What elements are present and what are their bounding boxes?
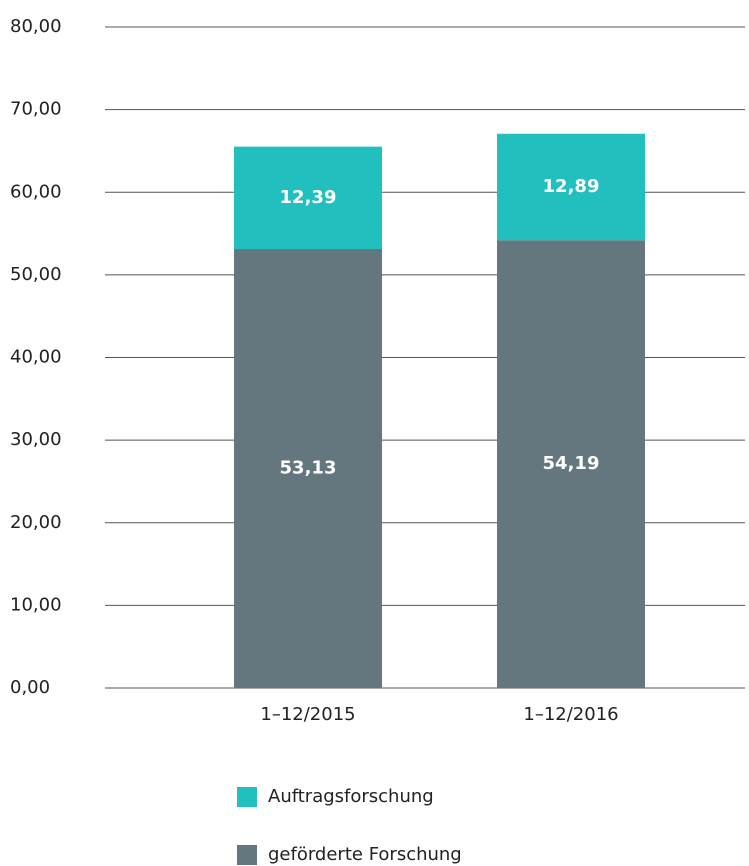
- bar-segment: [234, 249, 382, 689]
- value-label: 12,89: [543, 176, 600, 197]
- y-tick-label: 40,00: [10, 347, 62, 368]
- legend-swatch: [237, 787, 257, 807]
- bar-segment: [234, 146, 382, 250]
- x-tick-label: 1–12/2016: [523, 704, 618, 725]
- y-tick-label: 80,00: [10, 16, 62, 37]
- y-tick-label: 20,00: [10, 512, 62, 533]
- legend-label: geförderte Forschung: [268, 844, 462, 865]
- y-tick-label: 70,00: [10, 99, 62, 120]
- x-tick-label: 1–12/2015: [260, 704, 355, 725]
- y-tick-label: 10,00: [10, 594, 62, 615]
- y-tick-label: 60,00: [10, 181, 62, 202]
- bar-segment: [497, 133, 645, 241]
- bar-segment: [497, 240, 645, 688]
- legend-label: Auftragsforschung: [268, 786, 434, 807]
- value-label: 54,19: [543, 453, 600, 474]
- y-tick-label: 30,00: [10, 429, 62, 450]
- value-label: 12,39: [280, 187, 337, 208]
- y-tick-label: 0,00: [10, 677, 50, 698]
- legend-swatch: [237, 845, 257, 865]
- y-tick-label: 50,00: [10, 264, 62, 285]
- value-label: 53,13: [280, 458, 337, 479]
